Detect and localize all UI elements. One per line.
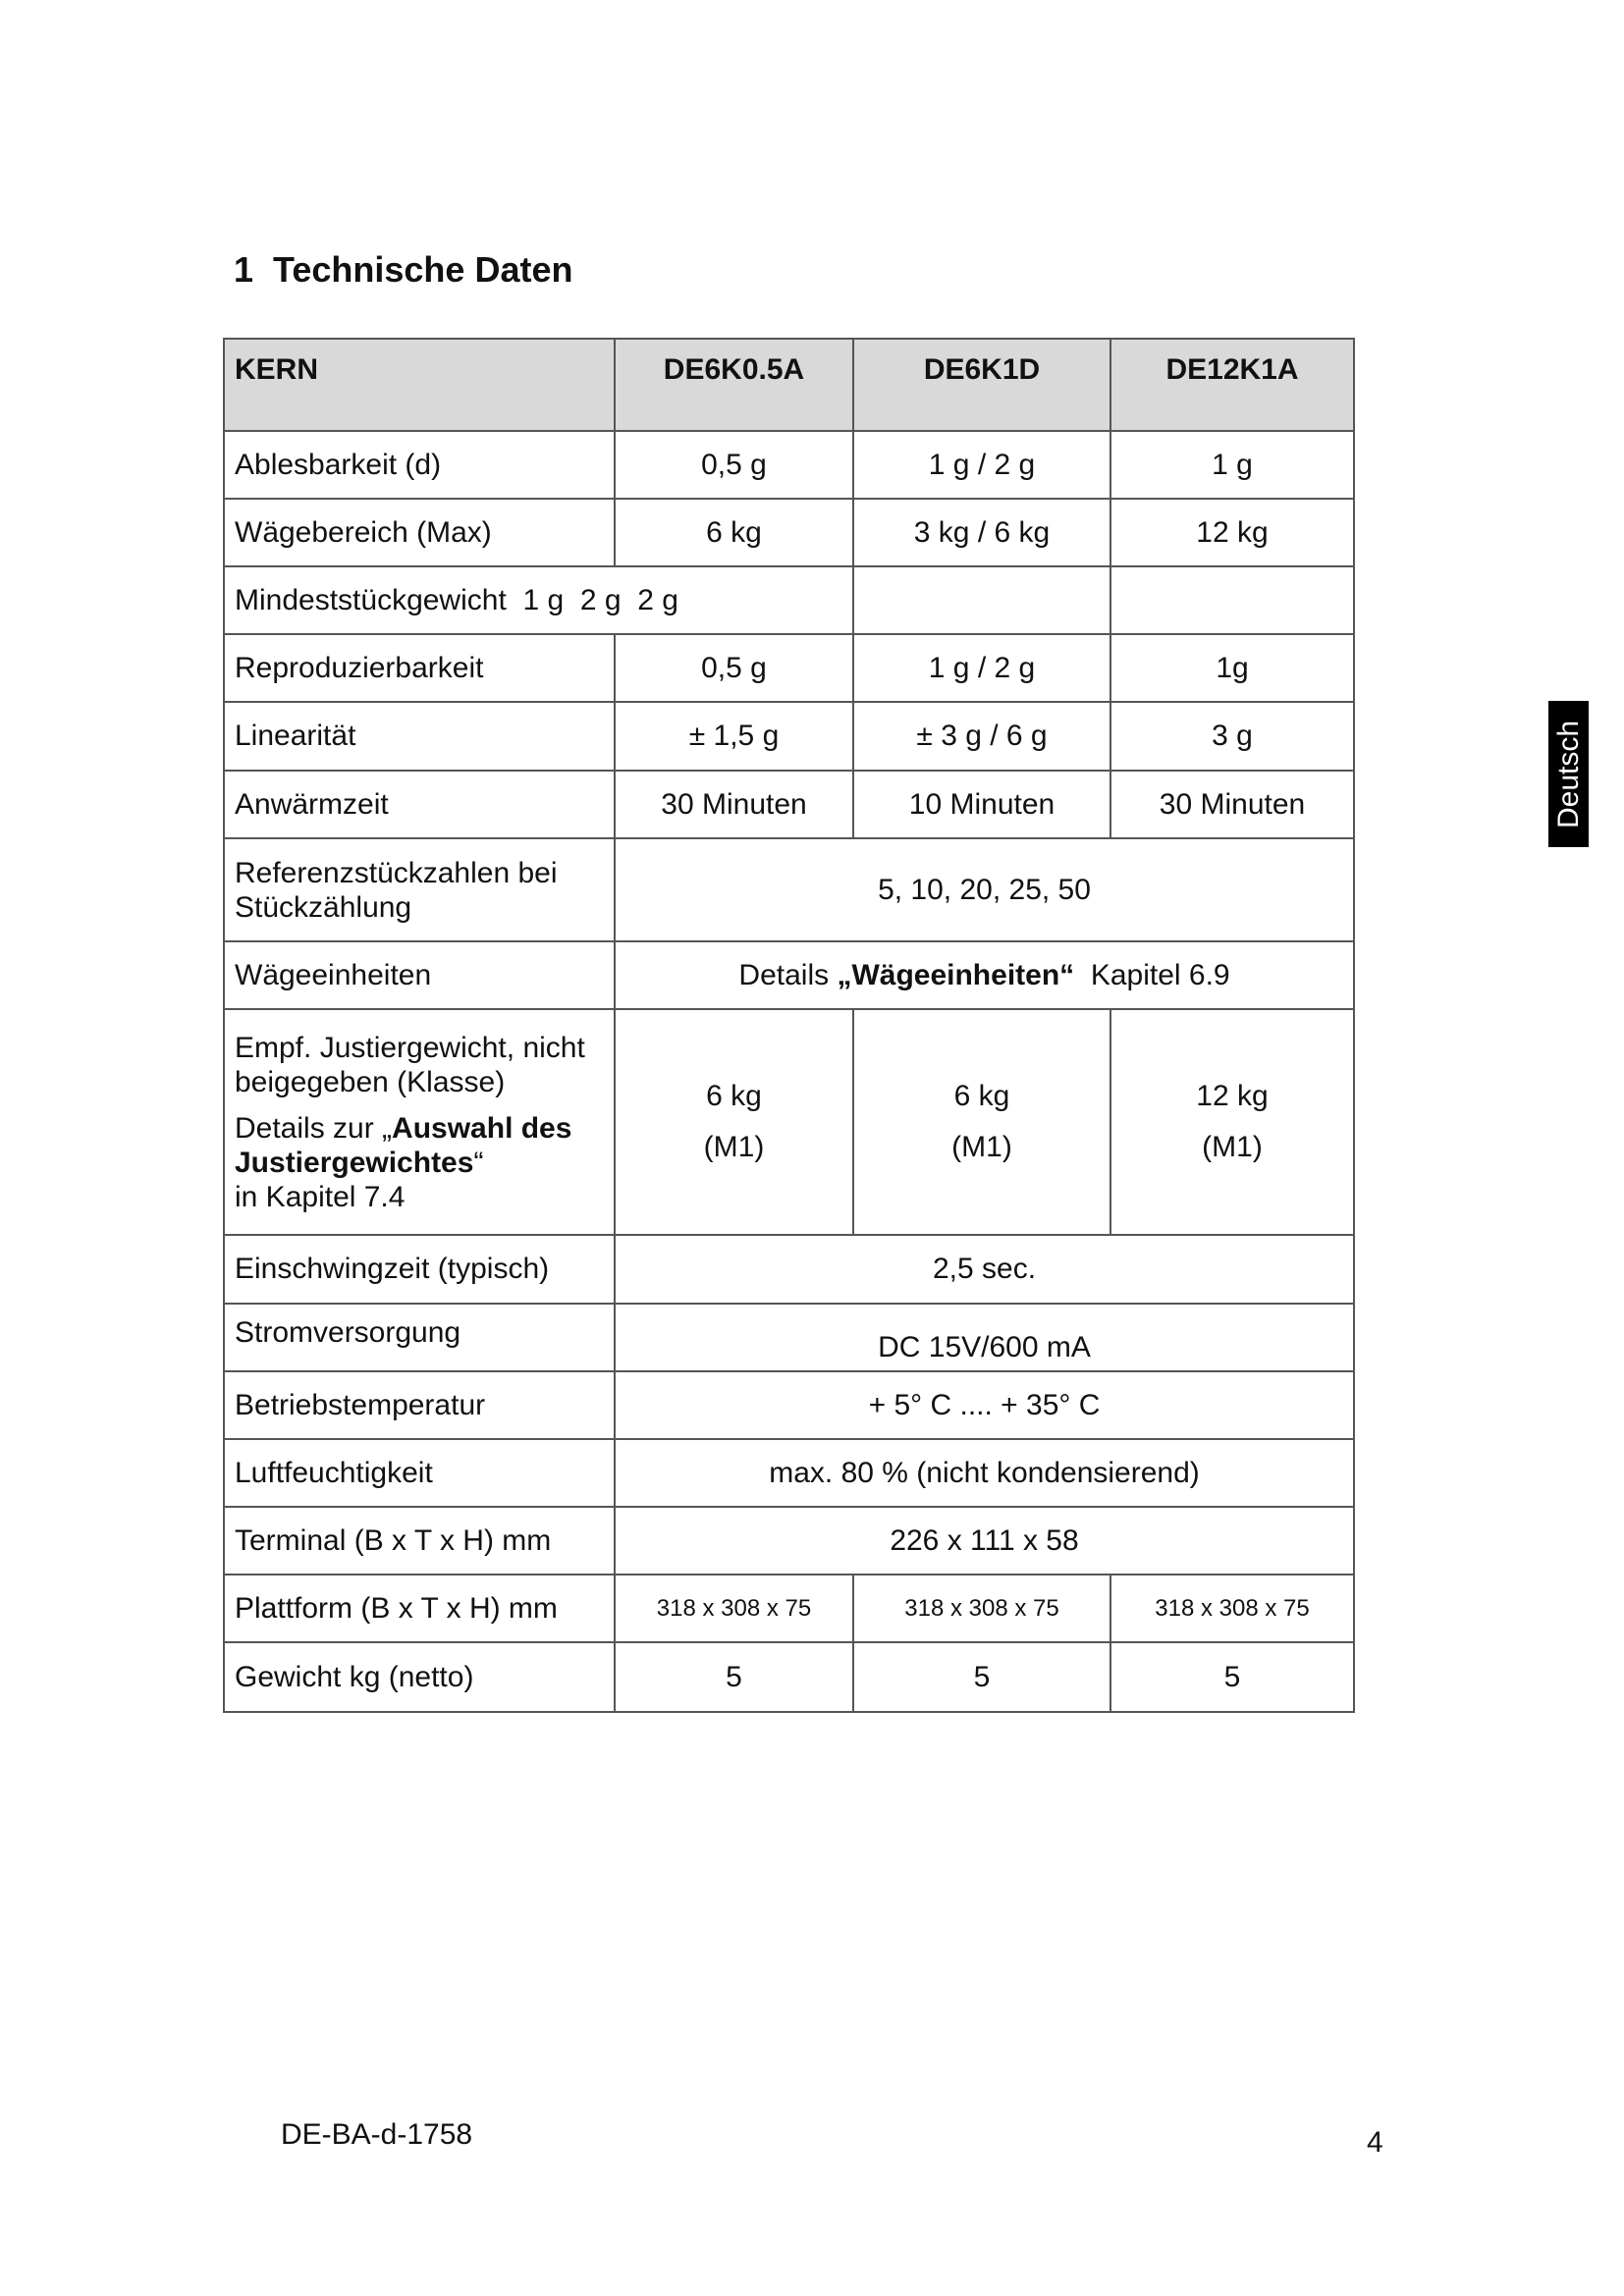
table-header-row: KERN DE6K0.5A DE6K1D DE12K1A bbox=[223, 338, 1355, 432]
header-cell: DE6K1D bbox=[852, 338, 1111, 432]
row-label: Stromversorgung bbox=[223, 1303, 616, 1372]
cell: 318 x 308 x 75 bbox=[1110, 1574, 1355, 1643]
table-row: Terminal (B x T x H) mm 226 x 111 x 58 bbox=[223, 1506, 1355, 1575]
cell: 5, 10, 20, 25, 50 bbox=[614, 837, 1355, 942]
row-label: Terminal (B x T x H) mm bbox=[223, 1506, 616, 1575]
table-row: Anwärmzeit 30 Minuten 10 Minuten 30 Minu… bbox=[223, 770, 1355, 839]
section-title: 1 Technische Daten bbox=[234, 249, 573, 290]
table-row: Wägebereich (Max) 6 kg 3 kg / 6 kg 12 kg bbox=[223, 498, 1355, 567]
row-label: Referenzstückzahlen bei Stückzählung bbox=[223, 837, 616, 942]
row-label: Gewicht kg (netto) bbox=[223, 1641, 616, 1713]
cell: 318 x 308 x 75 bbox=[614, 1574, 854, 1643]
cell: 3 g bbox=[1110, 701, 1355, 772]
table-row: Empf. Justiergewicht, nicht beigegeben (… bbox=[223, 1008, 1355, 1236]
cell: DC 15V/600 mA bbox=[614, 1303, 1355, 1372]
row-label-details: Details zur „Auswahl des Justiergewichte… bbox=[235, 1111, 572, 1213]
row-label: Luftfeuchtigkeit bbox=[223, 1438, 616, 1508]
cell bbox=[852, 565, 1111, 635]
row-label: Wägebereich (Max) bbox=[223, 498, 616, 567]
cell: 2,5 sec. bbox=[614, 1234, 1355, 1305]
table-row: Einschwingzeit (typisch) 2,5 sec. bbox=[223, 1234, 1355, 1305]
cell: ± 1,5 g bbox=[614, 701, 854, 772]
cell: 1g bbox=[1110, 633, 1355, 703]
table-row: Gewicht kg (netto) 5 5 5 bbox=[223, 1641, 1355, 1713]
row-label: Anwärmzeit bbox=[223, 770, 616, 839]
table-row: Ablesbarkeit (d) 0,5 g 1 g / 2 g 1 g bbox=[223, 430, 1355, 500]
header-cell: DE6K0.5A bbox=[614, 338, 854, 432]
cell: 0,5 g bbox=[614, 430, 854, 500]
row-label: Empf. Justiergewicht, nicht beigegeben (… bbox=[223, 1008, 616, 1236]
table-row: Betriebstemperatur + 5° C .... + 35° C bbox=[223, 1370, 1355, 1440]
cell: ± 3 g / 6 g bbox=[852, 701, 1111, 772]
cell: 318 x 308 x 75 bbox=[852, 1574, 1111, 1643]
row-label: Einschwingzeit (typisch) bbox=[223, 1234, 616, 1305]
row-label: Wägeeinheiten bbox=[223, 940, 616, 1010]
row-label-text: Mindeststückgewicht 1 g 2 g 2 g bbox=[235, 583, 678, 616]
table-row: Linearität ± 1,5 g ± 3 g / 6 g 3 g bbox=[223, 701, 1355, 772]
cell: 12 kg (M1) bbox=[1110, 1008, 1355, 1236]
row-label: Linearität bbox=[223, 701, 616, 772]
table-row: Mindeststückgewicht 1 g 2 g 2 g bbox=[223, 565, 1355, 635]
page-number: 4 bbox=[1367, 2126, 1383, 2159]
spec-table: KERN DE6K0.5A DE6K1D DE12K1A Ablesbarkei… bbox=[223, 338, 1355, 1713]
table-row: Referenzstückzahlen bei Stückzählung 5, … bbox=[223, 837, 1355, 942]
cell: 30 Minuten bbox=[1110, 770, 1355, 839]
cell bbox=[1110, 565, 1355, 635]
cell: + 5° C .... + 35° C bbox=[614, 1370, 1355, 1440]
table-row: Stromversorgung DC 15V/600 mA bbox=[223, 1303, 1355, 1372]
table-row: Plattform (B x T x H) mm 318 x 308 x 75 … bbox=[223, 1574, 1355, 1643]
cell: max. 80 % (nicht kondensierend) bbox=[614, 1438, 1355, 1508]
cell: 10 Minuten bbox=[852, 770, 1111, 839]
table-row: Reproduzierbarkeit 0,5 g 1 g / 2 g 1g bbox=[223, 633, 1355, 703]
language-tab: Deutsch bbox=[1548, 701, 1589, 847]
row-label: Plattform (B x T x H) mm bbox=[223, 1574, 616, 1643]
header-cell: KERN bbox=[223, 338, 616, 432]
cell-text-bold: „Wägeeinheiten“ bbox=[837, 958, 1075, 991]
cell: Details „Wägeeinheiten“ Kapitel 6.9 bbox=[614, 940, 1355, 1010]
cell: 1 g / 2 g bbox=[852, 633, 1111, 703]
cell: 5 bbox=[614, 1641, 854, 1713]
cell: 12 kg bbox=[1110, 498, 1355, 567]
cell: 6 kg (M1) bbox=[614, 1008, 854, 1236]
table-row: Luftfeuchtigkeit max. 80 % (nicht konden… bbox=[223, 1438, 1355, 1508]
row-label-text: Empf. Justiergewicht, nicht beigegeben (… bbox=[235, 1031, 585, 1098]
cell-text: Details bbox=[738, 958, 838, 991]
cell: 5 bbox=[1110, 1641, 1355, 1713]
row-label: Ablesbarkeit (d) bbox=[223, 430, 616, 500]
row-label: Betriebstemperatur bbox=[223, 1370, 616, 1440]
cell: 0,5 g bbox=[614, 633, 854, 703]
document-code: DE-BA-d-1758 bbox=[281, 2118, 473, 2151]
cell: 5 bbox=[852, 1641, 1111, 1713]
chapter-ref: Kapitel 6.9 bbox=[1074, 958, 1230, 991]
cell: 30 Minuten bbox=[614, 770, 854, 839]
cell: 6 kg bbox=[614, 498, 854, 567]
cell: 226 x 111 x 58 bbox=[614, 1506, 1355, 1575]
cell: 3 kg / 6 kg bbox=[852, 498, 1111, 567]
cell: 1 g / 2 g bbox=[852, 430, 1111, 500]
table-row: Wägeeinheiten Details „Wägeeinheiten“ Ka… bbox=[223, 940, 1355, 1010]
cell: 1 g bbox=[1110, 430, 1355, 500]
row-label: Mindeststückgewicht 1 g 2 g 2 g bbox=[223, 565, 854, 635]
row-label: Reproduzierbarkeit bbox=[223, 633, 616, 703]
header-cell: DE12K1A bbox=[1110, 338, 1355, 432]
cell: 6 kg (M1) bbox=[852, 1008, 1111, 1236]
